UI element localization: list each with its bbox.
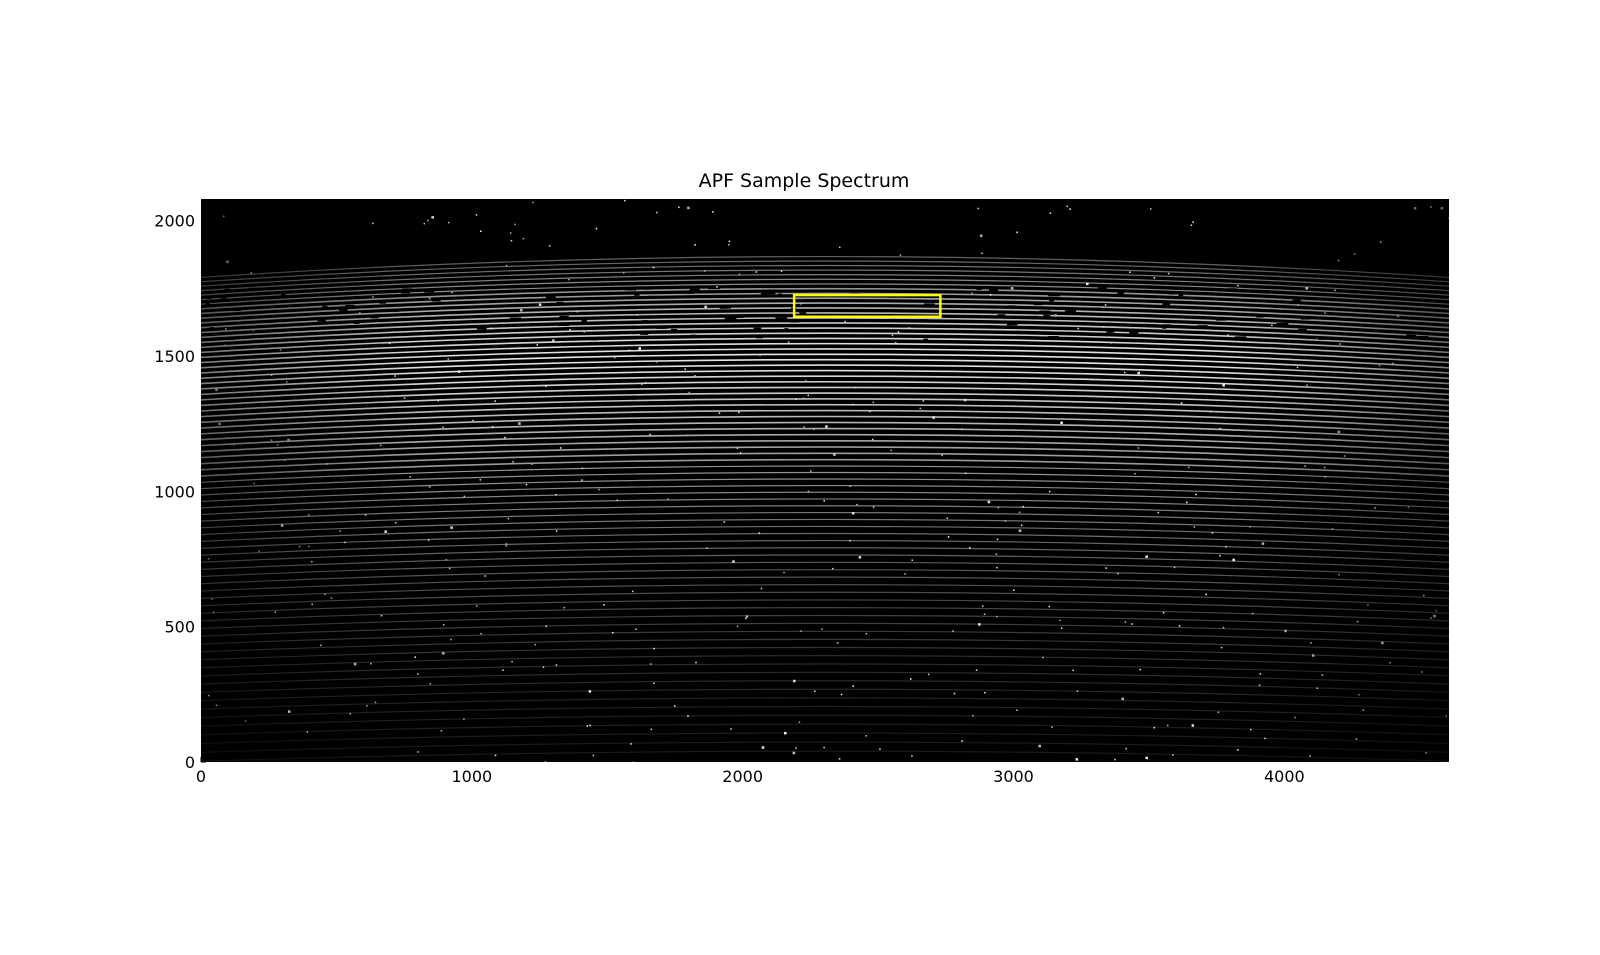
y-axis: 0 500 1000 1500 2000	[154, 212, 206, 772]
x-tick-label: 0	[196, 767, 206, 786]
x-tick-label: 3000	[993, 767, 1034, 786]
cosmic-ray-speck	[631, 761, 635, 762]
x-axis: 0 1000 2000 3000 4000	[196, 757, 1305, 786]
y-tick-label: 1500	[154, 347, 195, 366]
edge-fade	[201, 199, 1449, 762]
x-tick-label: 2000	[722, 767, 763, 786]
chart-title: APF Sample Spectrum	[699, 170, 910, 192]
y-tick-label: 1000	[154, 482, 195, 501]
y-tick-label: 0	[185, 753, 195, 772]
x-tick-label: 1000	[451, 767, 492, 786]
x-tick-label: 4000	[1264, 767, 1305, 786]
plot-area	[201, 199, 1449, 762]
y-tick-label: 2000	[154, 212, 195, 231]
y-tick-label: 500	[164, 618, 195, 637]
highlight-region-box	[792, 293, 942, 318]
